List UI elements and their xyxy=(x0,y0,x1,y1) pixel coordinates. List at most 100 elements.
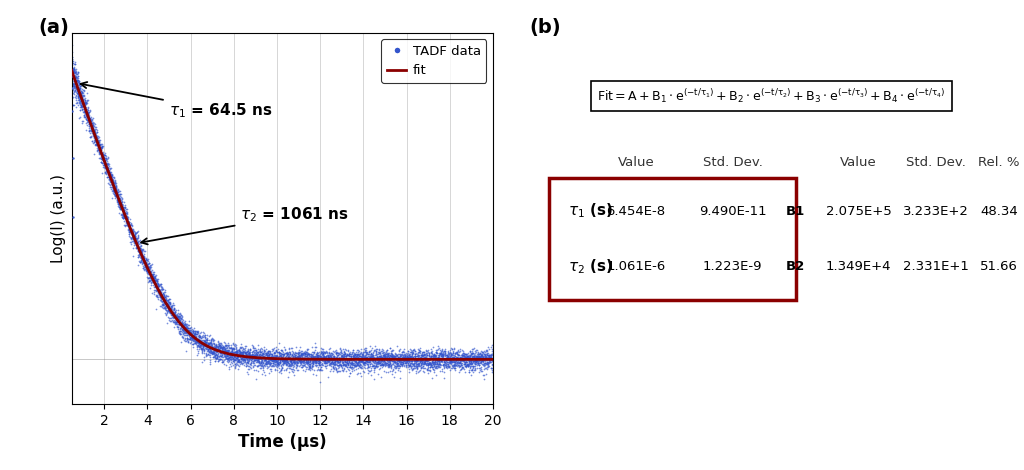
TADF data xyxy=(435,349,452,357)
TADF data xyxy=(403,360,420,368)
TADF data xyxy=(379,357,395,364)
TADF data xyxy=(71,78,87,85)
TADF data xyxy=(211,339,227,346)
TADF data xyxy=(382,363,398,371)
TADF data xyxy=(428,352,444,360)
TADF data xyxy=(228,355,245,362)
TADF data xyxy=(460,352,476,360)
TADF data xyxy=(321,353,337,361)
TADF data xyxy=(273,352,290,359)
TADF data xyxy=(181,326,198,334)
TADF data xyxy=(295,350,311,357)
TADF data xyxy=(132,253,148,261)
TADF data xyxy=(157,302,173,310)
TADF data xyxy=(138,266,155,273)
TADF data xyxy=(399,357,416,364)
TADF data xyxy=(340,355,356,363)
TADF data xyxy=(131,237,147,244)
TADF data xyxy=(147,279,164,286)
TADF data xyxy=(245,347,261,355)
TADF data xyxy=(248,353,264,360)
TADF data xyxy=(475,356,492,363)
TADF data xyxy=(67,86,83,94)
TADF data xyxy=(222,355,239,363)
TADF data xyxy=(366,347,382,354)
TADF data xyxy=(158,306,174,313)
TADF data xyxy=(217,352,233,360)
TADF data xyxy=(81,109,97,116)
TADF data xyxy=(279,349,295,357)
TADF data xyxy=(77,103,93,111)
TADF data xyxy=(445,363,462,371)
TADF data xyxy=(479,350,496,357)
TADF data xyxy=(82,107,98,115)
TADF data xyxy=(286,356,302,363)
TADF data xyxy=(326,355,342,362)
TADF data xyxy=(260,359,276,367)
TADF data xyxy=(67,76,83,83)
TADF data xyxy=(170,314,186,322)
TADF data xyxy=(440,357,457,364)
TADF data xyxy=(232,343,249,351)
TADF data xyxy=(202,338,218,346)
TADF data xyxy=(97,164,114,172)
TADF data xyxy=(289,358,305,365)
TADF data xyxy=(151,288,167,296)
TADF data xyxy=(105,186,122,193)
TADF data xyxy=(482,356,499,363)
TADF data xyxy=(156,292,172,300)
TADF data xyxy=(122,238,138,245)
TADF data xyxy=(170,323,186,330)
TADF data xyxy=(239,355,255,363)
TADF data xyxy=(264,356,281,364)
TADF data xyxy=(417,359,433,366)
TADF data xyxy=(384,353,400,361)
TADF data xyxy=(140,266,157,274)
TADF data xyxy=(366,354,382,361)
TADF data xyxy=(253,355,269,363)
TADF data xyxy=(304,352,321,359)
TADF data xyxy=(433,357,450,365)
TADF data xyxy=(307,359,324,366)
TADF data xyxy=(425,358,441,365)
TADF data xyxy=(219,348,236,356)
TADF data xyxy=(351,351,368,359)
TADF data xyxy=(258,345,274,353)
TADF data xyxy=(222,349,239,356)
TADF data xyxy=(162,307,178,314)
TADF data xyxy=(341,356,357,363)
TADF data xyxy=(224,345,241,353)
TADF data xyxy=(364,355,380,362)
TADF data xyxy=(353,364,370,371)
TADF data xyxy=(237,349,253,357)
TADF data xyxy=(169,318,185,326)
TADF data xyxy=(457,360,473,368)
TADF data xyxy=(234,353,251,361)
TADF data xyxy=(124,237,140,245)
TADF data xyxy=(369,352,385,360)
TADF data xyxy=(369,361,385,369)
TADF data xyxy=(349,350,366,358)
TADF data xyxy=(299,348,315,355)
TADF data xyxy=(211,345,227,352)
TADF data xyxy=(419,357,435,365)
TADF data xyxy=(460,362,476,370)
TADF data xyxy=(482,354,499,362)
TADF data xyxy=(164,309,180,317)
TADF data xyxy=(385,354,401,362)
TADF data xyxy=(165,311,181,318)
TADF data xyxy=(242,345,258,353)
TADF data xyxy=(336,360,352,368)
TADF data xyxy=(87,130,103,138)
TADF data xyxy=(146,286,163,293)
TADF data xyxy=(69,72,85,80)
TADF data xyxy=(258,350,274,357)
TADF data xyxy=(378,360,394,368)
TADF data xyxy=(376,351,392,359)
TADF data xyxy=(236,347,252,355)
Point xyxy=(63,84,80,92)
TADF data xyxy=(360,351,377,358)
TADF data xyxy=(251,353,267,361)
TADF data xyxy=(68,104,84,111)
TADF data xyxy=(114,202,130,210)
